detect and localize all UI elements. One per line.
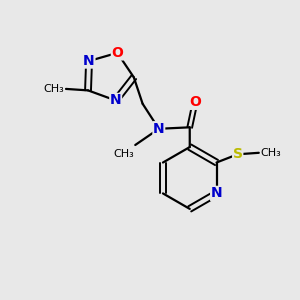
Text: CH₃: CH₃ bbox=[113, 148, 134, 158]
Text: S: S bbox=[233, 147, 243, 161]
Text: N: N bbox=[211, 186, 222, 200]
Text: O: O bbox=[111, 46, 123, 60]
Text: N: N bbox=[83, 54, 95, 68]
Text: CH₃: CH₃ bbox=[44, 84, 64, 94]
Text: N: N bbox=[153, 122, 165, 136]
Text: CH₃: CH₃ bbox=[260, 148, 281, 158]
Text: O: O bbox=[189, 95, 201, 109]
Text: N: N bbox=[110, 93, 122, 107]
